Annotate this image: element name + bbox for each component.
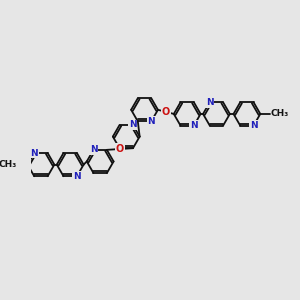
Text: N: N [250, 121, 257, 130]
Text: N: N [129, 121, 137, 130]
Text: CH₃: CH₃ [270, 110, 289, 118]
Text: N: N [206, 98, 214, 107]
Text: O: O [116, 144, 124, 154]
Text: N: N [190, 121, 198, 130]
Text: CH₃: CH₃ [0, 160, 17, 169]
Text: N: N [147, 117, 155, 126]
Text: N: N [90, 145, 97, 154]
Text: O: O [162, 107, 170, 117]
Text: N: N [73, 172, 81, 181]
Text: N: N [30, 148, 38, 158]
